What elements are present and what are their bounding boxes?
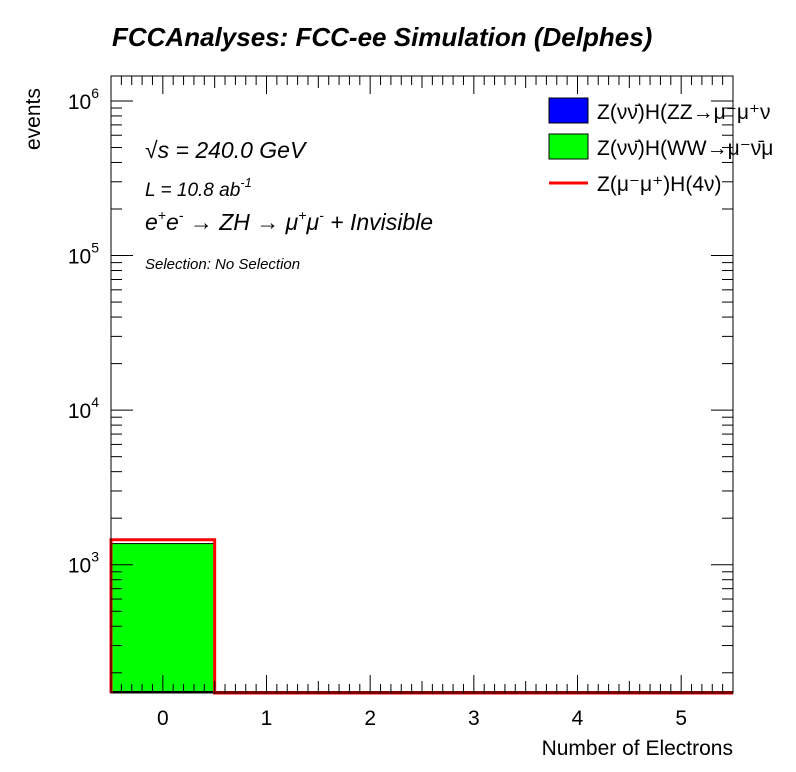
x-tick-label: 3 <box>468 707 480 730</box>
y-tick-label: 105 <box>68 240 99 269</box>
bars-layer <box>110 543 733 694</box>
x-tick-label: 5 <box>675 707 687 730</box>
legend-label-ww: Z(νν̄)H(WW→μ⁻ν̄μ <box>597 137 773 160</box>
x-tick-label: 2 <box>364 707 376 730</box>
lumi-annotation: L = 10.8 ab-1 <box>145 175 252 201</box>
y-tick-label: 104 <box>68 394 99 423</box>
x-axis: 0 1 2 3 4 5 <box>110 76 734 730</box>
process-annotation: e+e- → ZH → μ+μ- + Invisible <box>145 207 433 235</box>
y-axis-label: events <box>22 88 45 150</box>
annotations: √s = 240.0 GeV L = 10.8 ab-1 e+e- → ZH →… <box>145 137 433 273</box>
y-tick-label: 106 <box>68 85 99 114</box>
legend: Z(νν̄)H(ZZ→μ⁻μ⁺ν Z(νν̄)H(WW→μ⁻ν̄μ Z(μ⁻μ⁺… <box>548 97 773 196</box>
bar-1-0 <box>110 543 216 694</box>
x-tick-label: 0 <box>157 707 169 730</box>
legend-swatch-zz <box>548 97 589 124</box>
selection-annotation: Selection: No Selection <box>145 256 300 273</box>
x-axis-label: Number of Electrons <box>542 737 733 760</box>
sqrt-s-annotation: √s = 240.0 GeV <box>145 137 308 163</box>
legend-label-signal: Z(μ⁻μ⁺)H(4ν) <box>597 173 722 196</box>
x-tick-label: 4 <box>572 707 584 730</box>
chart-title: FCCAnalyses: FCC-ee Simulation (Delphes) <box>112 22 652 52</box>
y-axis: 103 104 105 106 <box>68 85 733 674</box>
legend-swatch-ww <box>548 133 589 160</box>
x-tick-label: 1 <box>261 707 273 730</box>
legend-label-zz: Z(νν̄)H(ZZ→μ⁻μ⁺ν <box>597 101 771 124</box>
y-tick-label: 103 <box>68 549 99 578</box>
